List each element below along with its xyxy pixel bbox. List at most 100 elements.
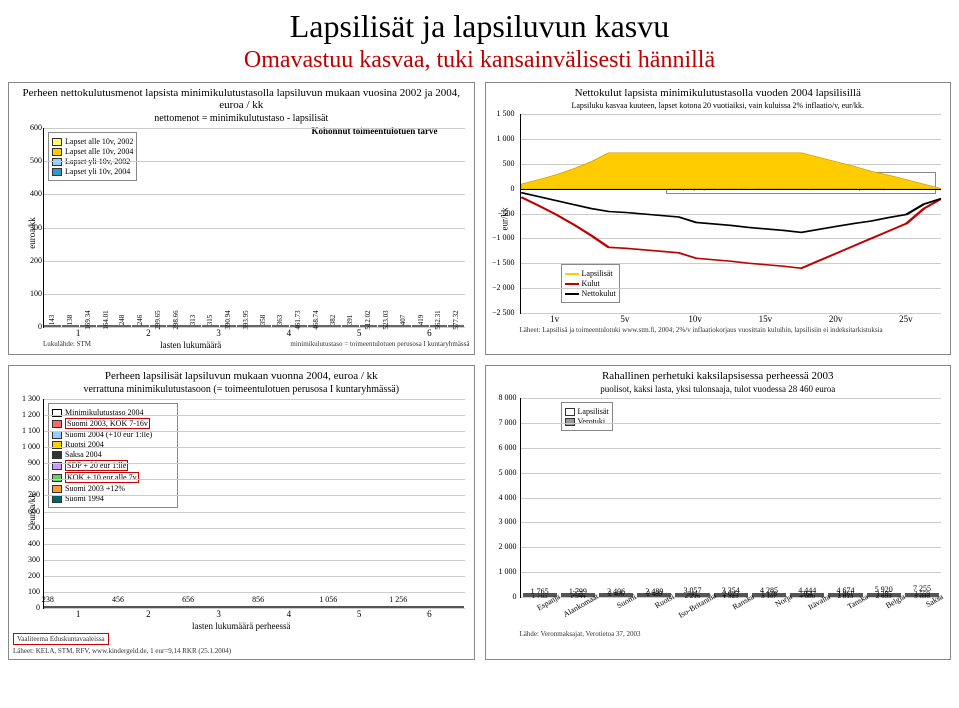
tl-title: Perheen nettokulutusmenot lapsista minim… <box>13 87 470 111</box>
bar <box>285 606 293 608</box>
bar-group: 382391512.02523.03 <box>324 325 394 327</box>
bar <box>239 606 247 608</box>
bar: 169.34 <box>80 325 97 327</box>
bar <box>223 606 231 608</box>
bar <box>67 606 75 608</box>
bar <box>208 606 216 608</box>
tr-sub: Lapsiluku kasvaa kuuteen, lapset kotona … <box>490 101 947 110</box>
bar <box>122 606 130 608</box>
br-sub: puolisot, kaksi lasta, yksi tulonsaaja, … <box>490 384 947 394</box>
bar-group: 1 256 <box>394 606 464 608</box>
bar <box>246 606 254 608</box>
bar <box>169 606 177 608</box>
bar: 363 <box>272 325 289 327</box>
tl-chart-area: euroa/kk Lapset alle 10v, 2002Lapset all… <box>43 128 465 328</box>
tl-xlabel: lasten lukumäärä <box>91 340 290 350</box>
bar <box>262 606 270 608</box>
page-subtitle: Omavastuu kasvaa, tuki kansainvälisesti … <box>8 47 951 74</box>
bar-group: 407419562.31577.32 <box>394 325 464 327</box>
bar: 246 <box>132 325 149 327</box>
panel-top-left: Perheen nettokulutusmenot lapsista minim… <box>8 82 475 355</box>
panel-bottom-right: Rahallinen perhetuki kaksilapsisessa per… <box>485 365 952 660</box>
bl-chart-area: euroa/kk Minimikulutustaso 2004Suomi 200… <box>43 399 465 609</box>
bar: 468.74 <box>308 325 325 327</box>
tl-note: minimikulutustaso = toimeentulotuen peru… <box>290 340 469 350</box>
bar: 390.94 <box>220 325 237 327</box>
bar: 523.03 <box>378 325 395 327</box>
bar <box>200 606 208 608</box>
bar <box>348 606 356 608</box>
bar: 313 <box>184 325 201 327</box>
tr-chart-area: eur/kk LapsilisätKulutNettokulut Vuoden … <box>520 114 942 314</box>
br-title: Rahallinen perhetuki kaksilapsisessa per… <box>490 370 947 382</box>
bar <box>402 606 410 608</box>
bar <box>379 606 387 608</box>
bar <box>309 606 317 608</box>
bar <box>433 606 441 608</box>
bar <box>98 606 106 608</box>
bar-group: 143138169.34164.01 <box>44 325 114 327</box>
bar <box>293 606 301 608</box>
bar <box>449 606 457 608</box>
bar <box>426 606 434 608</box>
bar <box>83 606 91 608</box>
bar <box>161 606 169 608</box>
bar: 138 <box>62 325 79 327</box>
bar: 382 <box>324 325 341 327</box>
bar <box>215 606 223 608</box>
bar <box>130 606 138 608</box>
bar: 248 <box>114 325 131 327</box>
bar: 512.02 <box>360 325 377 327</box>
bar: 461.73 <box>290 325 307 327</box>
bar: 299.65 <box>150 325 167 327</box>
bar-group: 248246299.65298.66 <box>114 325 184 327</box>
bar <box>270 606 278 608</box>
bar: 856 <box>254 606 262 608</box>
bar: 1 256 <box>394 606 402 608</box>
bl-xlabel: lasten lukumäärä perheessä <box>13 621 470 631</box>
bar <box>231 606 239 608</box>
tr-title: Nettokulut lapsista minimikulutustasolla… <box>490 87 947 99</box>
bar: 298.66 <box>167 325 184 327</box>
bar <box>317 606 325 608</box>
panel-bottom-left: Perheen lapsilisät lapsiluvun mukaan vuo… <box>8 365 475 660</box>
bar: 419 <box>412 325 429 327</box>
bar <box>441 606 449 608</box>
bar <box>301 606 309 608</box>
bar-group: 238 <box>44 606 114 608</box>
bar <box>278 606 286 608</box>
bar: 315 <box>202 325 219 327</box>
bar <box>387 606 395 608</box>
bar: 456 <box>114 606 122 608</box>
bar <box>418 606 426 608</box>
bar <box>75 606 83 608</box>
bar <box>457 606 465 608</box>
bar <box>410 606 418 608</box>
bar <box>176 606 184 608</box>
page-title: Lapsilisät ja lapsiluvun kasvu <box>8 8 951 45</box>
bar <box>52 606 60 608</box>
bl-badge: Vaaliteema Eduskuntavaaleissa <box>13 633 109 645</box>
bar <box>145 606 153 608</box>
bar <box>153 606 161 608</box>
br-chart-area: LapsilisätVerotuki 01 0002 0003 0004 000… <box>520 398 942 598</box>
tr-source: Läheet: Lapsilisä ja toimeentulotuki www… <box>520 326 947 334</box>
bar: 577.32 <box>448 325 465 327</box>
bar: 238 <box>44 606 52 608</box>
bl-source: Läheet: KELA, STM, RFV, www.kindergeld.d… <box>13 647 470 655</box>
bar-group: 856 <box>254 606 324 608</box>
bar <box>363 606 371 608</box>
tl-source: Lukulähde: STM <box>43 340 91 350</box>
bar <box>340 606 348 608</box>
tl-ylabel: euroa/kk <box>27 217 37 249</box>
bar <box>106 606 114 608</box>
tl-sub: nettomenot = minimikulutustaso - lapsili… <box>13 113 470 124</box>
chart-grid: Perheen nettokulutusmenot lapsista minim… <box>8 82 951 660</box>
bar: 391 <box>342 325 359 327</box>
bar <box>60 606 68 608</box>
bar: 1 056 <box>324 606 332 608</box>
bar: 656 <box>184 606 192 608</box>
bar: 164.01 <box>97 325 114 327</box>
bar: 393.95 <box>237 325 254 327</box>
bar-group: 313315390.94393.95 <box>184 325 254 327</box>
